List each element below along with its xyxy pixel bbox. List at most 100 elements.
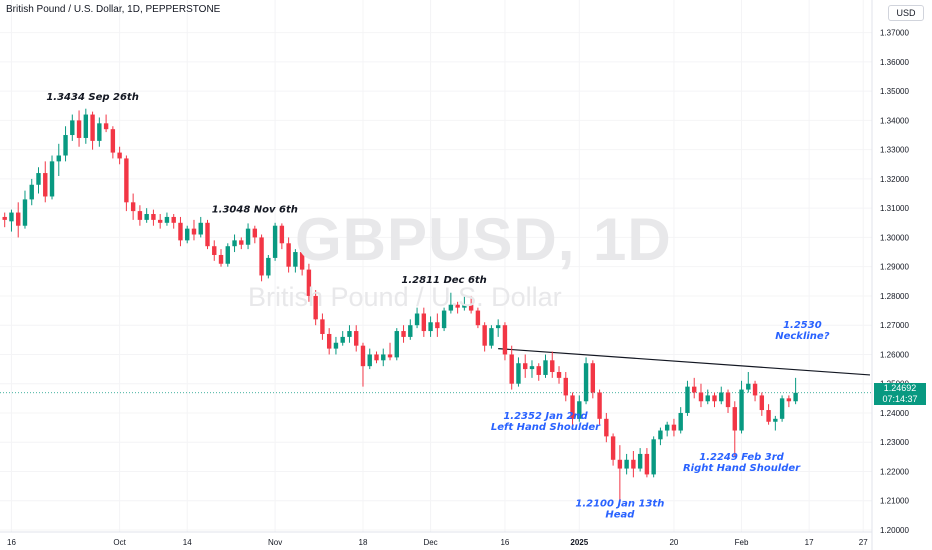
candle-body (529, 366, 535, 370)
candle (624, 453, 629, 475)
candle (103, 114, 109, 133)
candle (272, 222, 278, 261)
x-tick-label: 16 (500, 538, 509, 547)
y-tick-label: 1.31000 (880, 204, 909, 213)
candle (597, 389, 602, 425)
candle (151, 209, 156, 226)
candle (157, 214, 163, 229)
candle-body (455, 304, 460, 308)
last-price-tag: 1.24692 07:14:37 (874, 383, 926, 405)
candle (137, 205, 143, 226)
candle (516, 357, 521, 387)
annotation-label: 1.2100 Jan 13th (575, 499, 664, 510)
candle-body (326, 333, 332, 349)
annotations: 1.3434 Sep 26th 1.3048 Nov 6th 1.2811 Dec … (46, 92, 829, 521)
annotation-label: 1.2530 (783, 320, 822, 331)
candle-body (157, 219, 163, 223)
candle (739, 380, 744, 434)
candle (185, 225, 190, 244)
candle (719, 386, 724, 405)
candle (523, 354, 528, 378)
y-tick-label: 1.26000 (880, 350, 909, 359)
y-tick-label: 1.35000 (880, 87, 909, 96)
candle (637, 448, 643, 472)
candle (49, 155, 55, 200)
y-tick-label: 1.23000 (880, 438, 909, 447)
candle-body (272, 225, 278, 258)
candle (354, 325, 359, 352)
watermark-symbol: GBPUSD, 1D (295, 206, 672, 273)
candle (482, 322, 487, 352)
candle (70, 114, 75, 141)
candle-body (130, 202, 136, 212)
candle-body (164, 216, 170, 223)
candle (144, 208, 149, 223)
candle-body (570, 395, 575, 419)
candle (43, 161, 48, 203)
candle-body (523, 363, 528, 370)
y-tick-label: 1.28000 (880, 292, 909, 301)
candle (746, 372, 751, 393)
candle (495, 319, 501, 337)
candle (759, 392, 765, 416)
candle (320, 313, 325, 340)
candle-body (381, 354, 386, 361)
candle (293, 249, 298, 273)
candle-body (637, 453, 643, 469)
candle-body (191, 228, 197, 235)
candle-body (435, 322, 440, 329)
candle-body (22, 199, 28, 226)
candle-body (468, 304, 474, 311)
candle (22, 190, 28, 229)
candle-body (333, 342, 339, 349)
candle-body (495, 325, 501, 329)
candle-body (401, 331, 406, 337)
candle-body (583, 363, 589, 402)
y-tick-label: 1.30000 (880, 233, 909, 242)
annotation-label: 1.3434 Sep 26th (46, 92, 139, 103)
y-tick-label: 1.20000 (880, 526, 909, 535)
candle (164, 212, 170, 226)
candle (543, 354, 548, 378)
candle-body (610, 436, 616, 460)
candle-body (725, 392, 731, 408)
candle (644, 448, 650, 478)
candle (198, 216, 203, 238)
x-tick-label: 20 (669, 538, 678, 547)
candle (408, 319, 413, 340)
candle-body (428, 322, 433, 332)
candle (2, 212, 7, 228)
annotation-label: Left Hand Shoulder (491, 422, 601, 433)
currency-button[interactable]: USD (888, 5, 924, 21)
candle (130, 193, 136, 220)
candle-body (97, 123, 102, 141)
candle (286, 237, 291, 273)
candle-body (624, 459, 629, 469)
axes: 1.200001.210001.220001.230001.240001.250… (0, 0, 909, 550)
candle-body (313, 295, 318, 320)
candle (712, 392, 717, 408)
candle (664, 421, 670, 437)
candle-body (117, 152, 122, 159)
candle (56, 143, 61, 176)
candle-body (103, 123, 109, 130)
candle-body (374, 354, 379, 361)
candle-body (773, 418, 778, 422)
candle-body (712, 395, 717, 402)
candle-body (597, 392, 602, 419)
candle (63, 126, 68, 162)
candle (29, 178, 34, 206)
candle (367, 348, 372, 370)
candle-body (408, 325, 413, 337)
candle (421, 307, 427, 337)
candle-body (462, 304, 467, 308)
candle-body (658, 430, 663, 440)
x-tick-label: Feb (735, 538, 749, 547)
y-tick-label: 1.29000 (880, 263, 909, 272)
candle (90, 111, 95, 150)
candle-body (421, 313, 427, 332)
candle-body (516, 363, 521, 384)
candle-body (83, 114, 89, 138)
candle-body (36, 173, 41, 185)
